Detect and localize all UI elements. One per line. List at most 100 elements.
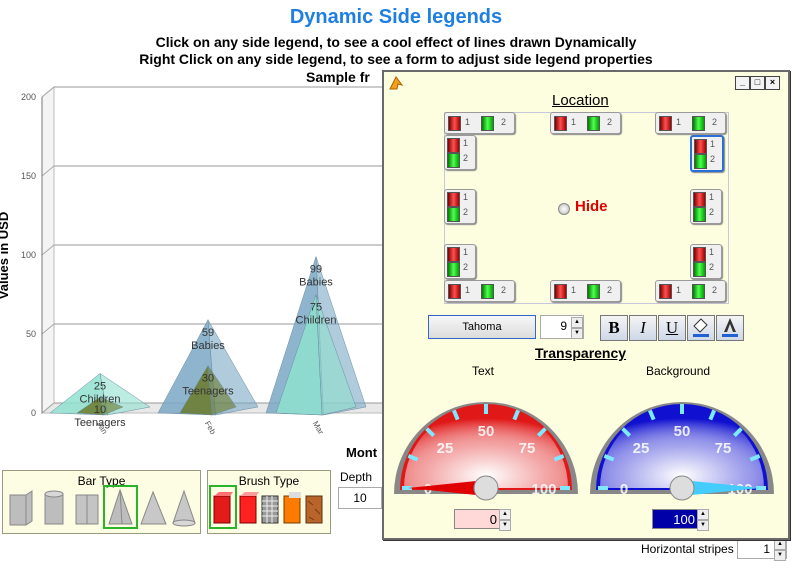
text-transparency-input[interactable]: 0 xyxy=(454,509,502,529)
gauge-needle xyxy=(682,480,760,496)
x-tick-label: Mar xyxy=(311,420,326,437)
font-size-spin[interactable]: ▲ ▼ xyxy=(571,317,583,339)
legend-swatch-green xyxy=(692,116,705,131)
gauge-tick-label: 50 xyxy=(478,423,495,440)
instruction-line-2: Right Click on any side legend, to see a… xyxy=(139,51,653,67)
gauge-face-highlight xyxy=(404,406,568,488)
legend-swatch-green xyxy=(693,262,706,277)
depth-label: Depth xyxy=(340,470,373,484)
sample-caption: Sample fr xyxy=(306,69,370,85)
gauge-tick-mark xyxy=(425,427,436,438)
brush-solid-option[interactable] xyxy=(209,485,237,529)
y-axis-label: Values in USD xyxy=(0,211,12,300)
horizontal-stripes-value: 1 xyxy=(763,542,770,556)
text-color-button[interactable] xyxy=(716,315,744,341)
bar-type-box-option[interactable] xyxy=(6,487,37,527)
bar-type-cone-option[interactable] xyxy=(169,487,200,527)
data-label-value: 75 xyxy=(310,302,322,314)
gauge-hub xyxy=(669,475,695,501)
minimize-button[interactable]: _ xyxy=(735,76,750,90)
instruction-line-1: Click on any side legend, to see a cool … xyxy=(155,34,637,50)
close-button[interactable]: × xyxy=(765,76,780,90)
gauge-tick-label: 25 xyxy=(633,440,650,457)
bar-type-pyramid-b-option[interactable] xyxy=(138,487,169,527)
legend-entry-number: 1 xyxy=(463,247,469,257)
legend-swatch-red xyxy=(448,116,461,131)
hide-radio[interactable] xyxy=(558,203,570,215)
legend-swatch-red xyxy=(694,139,707,154)
legend-swatch-green xyxy=(694,154,707,169)
legend-swatch-green xyxy=(587,116,600,131)
legend-swatch-green xyxy=(447,262,460,277)
background-transparency-input[interactable]: 100 xyxy=(652,509,700,529)
depth-input[interactable]: 10 xyxy=(338,487,382,509)
gauge-tick-mark xyxy=(621,427,632,438)
text-transparency-spin[interactable]: ▲ ▼ xyxy=(499,509,511,531)
background-transparency-gauge[interactable]: 0255075100 xyxy=(584,382,780,506)
data-label-value: 25 xyxy=(94,381,106,393)
y-tick-label: 100 xyxy=(21,250,36,260)
cone-bar-side xyxy=(315,294,357,416)
font-size-stepper[interactable]: 9 ▲ ▼ xyxy=(540,315,584,339)
font-color-icon xyxy=(722,318,738,337)
legend-swatch-green xyxy=(693,207,706,222)
gauge-tick-mark xyxy=(708,409,716,421)
gauge-tick-mark xyxy=(553,454,565,462)
x-axis-label: Mont xyxy=(346,445,378,460)
dialog-titlebar[interactable]: _ □ × xyxy=(384,72,788,94)
data-label-value: 30 xyxy=(202,373,214,385)
legend-swatch-red xyxy=(693,192,706,207)
legend-entry-number: 2 xyxy=(712,285,718,295)
gauge-tick-label: 50 xyxy=(674,423,691,440)
horizontal-stripes-stepper[interactable]: 1 ▲ ▼ xyxy=(737,539,787,561)
hide-label[interactable]: Hide xyxy=(575,198,608,215)
bar-type-pyramid-option[interactable] xyxy=(103,485,138,529)
horizontal-stripes-spin[interactable]: ▲ ▼ xyxy=(774,539,786,561)
text-gauge-label: Text xyxy=(472,364,495,378)
legend-entry-number: 1 xyxy=(463,138,469,148)
gauge-tick-mark xyxy=(407,454,419,462)
legend-swatch-green xyxy=(587,284,600,299)
data-label-series: Teenagers xyxy=(182,386,234,398)
italic-button[interactable]: I xyxy=(629,315,657,341)
text-transparency-gauge[interactable]: 0255075100 xyxy=(388,382,584,506)
cone-bar-side xyxy=(207,364,237,416)
cone-bar xyxy=(275,294,357,416)
legend-swatch-red xyxy=(659,116,672,131)
brush-hatch-option[interactable] xyxy=(259,487,283,527)
font-name-button[interactable]: Tahoma xyxy=(428,315,536,339)
brush-image-option[interactable] xyxy=(303,487,327,527)
bar-type-cylinder-option[interactable] xyxy=(39,487,70,527)
brush-texture-option[interactable] xyxy=(281,487,305,527)
x-tick-label: Feb xyxy=(203,420,218,437)
gauge-tick-label: 75 xyxy=(519,440,536,457)
legend-entry-number: 2 xyxy=(710,154,716,164)
background-transparency-spin[interactable]: ▲ ▼ xyxy=(697,509,709,531)
fill-color-button[interactable] xyxy=(687,315,715,341)
grid-line-diagonal xyxy=(41,165,55,177)
gauge-tick-label: 0 xyxy=(620,481,628,498)
brush-type-panel: Brush Type xyxy=(207,470,331,534)
bold-button[interactable]: B xyxy=(600,315,628,341)
underline-button[interactable]: U xyxy=(658,315,686,341)
data-label-value: 99 xyxy=(310,264,322,276)
bar-type-prism-option[interactable] xyxy=(72,487,103,527)
maximize-button[interactable]: □ xyxy=(750,76,765,90)
legend-swatch-red xyxy=(659,284,672,299)
brush-gradient-option[interactable] xyxy=(237,487,261,527)
legend-entry-number: 1 xyxy=(710,139,716,149)
legend-swatch-green xyxy=(692,284,705,299)
